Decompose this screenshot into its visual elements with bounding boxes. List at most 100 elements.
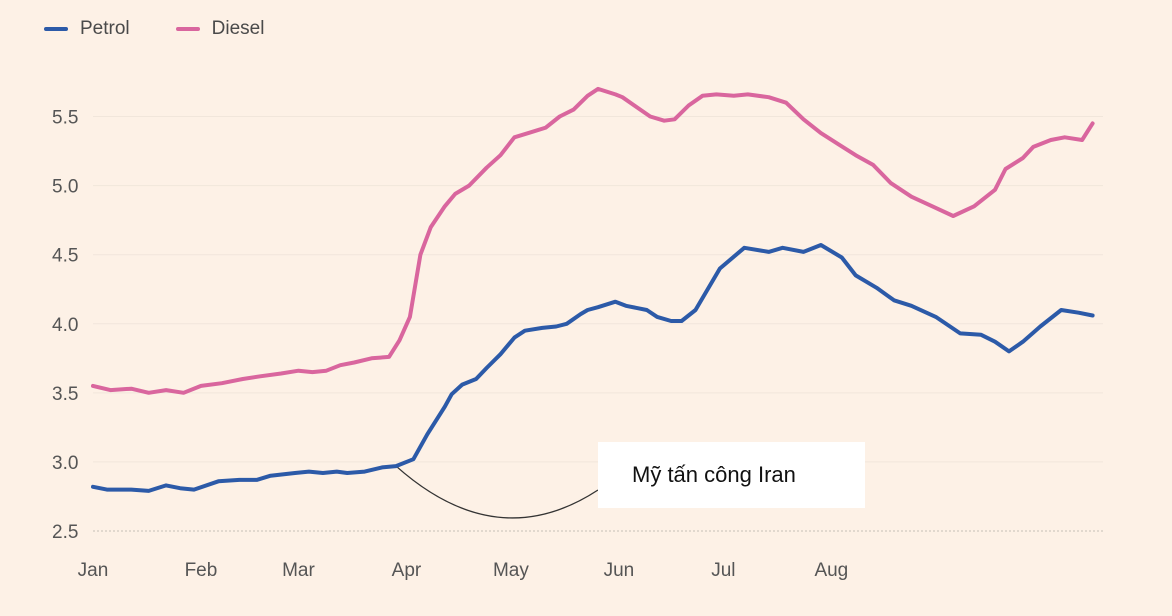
data-point-petrol <box>958 331 962 335</box>
data-point-petrol <box>485 366 489 370</box>
data-point-petrol <box>307 470 311 474</box>
annotation-box: Mỹ tấn công Iran <box>598 442 865 508</box>
data-point-diesel <box>147 391 151 395</box>
data-point-petrol <box>892 298 896 302</box>
data-point-diesel <box>512 135 517 139</box>
data-point-petrol <box>586 308 590 312</box>
data-point-petrol <box>767 250 771 254</box>
data-point-petrol <box>255 478 259 482</box>
series-line-diesel <box>91 86 1095 395</box>
data-point-diesel <box>620 95 625 99</box>
data-point-diesel <box>767 95 771 99</box>
data-point-petrol <box>993 340 997 344</box>
data-point-diesel <box>801 117 806 121</box>
data-point-diesel <box>91 384 95 388</box>
data-point-petrol <box>411 457 415 461</box>
data-point-diesel <box>700 94 705 98</box>
chart-legend: Petrol Diesel <box>44 18 264 40</box>
data-point-petrol <box>293 471 297 475</box>
data-point-diesel <box>634 105 638 109</box>
data-point-diesel <box>993 188 997 192</box>
data-point-petrol <box>909 304 914 308</box>
data-point-petrol <box>425 432 429 436</box>
data-point-petrol <box>1091 313 1095 318</box>
data-point-diesel <box>498 153 503 157</box>
y-tick-label: 3.0 <box>52 453 78 474</box>
data-point-diesel <box>485 166 489 170</box>
annotation-connector <box>395 465 599 519</box>
data-point-petrol <box>345 471 349 475</box>
data-point-diesel <box>279 371 283 376</box>
data-point-diesel <box>338 363 342 367</box>
x-tick-label: Jun <box>604 560 635 581</box>
data-point-petrol <box>91 485 95 489</box>
data-point-petrol <box>565 322 569 326</box>
data-point-petrol <box>129 488 133 492</box>
data-point-diesel <box>1021 156 1025 160</box>
data-point-petrol <box>934 315 938 319</box>
data-point-petrol <box>979 333 983 337</box>
y-tick-label: 3.5 <box>52 384 78 405</box>
data-point-diesel <box>182 391 186 395</box>
data-point-diesel <box>241 377 245 381</box>
data-point-diesel <box>1080 138 1084 142</box>
data-point-diesel <box>596 87 600 91</box>
data-point-diesel <box>1031 145 1035 149</box>
x-tick-label: Jan <box>78 560 109 581</box>
data-point-diesel <box>586 94 590 98</box>
data-point-diesel <box>572 108 576 112</box>
y-tick-label: 4.5 <box>52 246 78 267</box>
data-point-petrol <box>801 250 806 254</box>
x-tick-label: Jul <box>711 560 735 581</box>
data-point-diesel <box>746 92 750 96</box>
data-point-petrol <box>394 464 398 468</box>
data-point-petrol <box>147 489 151 493</box>
data-point-diesel <box>687 103 691 108</box>
data-point-diesel <box>526 131 530 135</box>
legend-item-diesel: Diesel <box>175 18 264 40</box>
data-point-diesel <box>951 214 955 218</box>
data-point-diesel <box>930 204 934 208</box>
y-tick-label: 5.0 <box>52 177 78 198</box>
data-point-diesel <box>732 94 736 98</box>
data-point-diesel <box>673 117 677 121</box>
data-point-petrol <box>624 304 628 308</box>
data-point-petrol <box>192 488 196 492</box>
data-point-petrol <box>460 383 464 387</box>
data-point-diesel <box>258 374 262 378</box>
legend-swatch-petrol <box>44 27 68 31</box>
x-tick-label: Mar <box>282 560 315 581</box>
data-point-diesel <box>1091 121 1095 125</box>
data-point-petrol <box>164 483 168 487</box>
data-point-petrol <box>875 286 879 290</box>
data-point-diesel <box>854 153 858 157</box>
data-point-diesel <box>662 119 666 123</box>
data-point-diesel <box>909 195 914 199</box>
data-point-diesel <box>784 101 788 105</box>
x-tick-label: Aug <box>814 560 848 581</box>
data-point-petrol <box>579 312 583 316</box>
data-point-petrol <box>554 324 558 329</box>
data-point-petrol <box>443 405 447 409</box>
data-point-diesel <box>408 315 412 319</box>
y-tick-label: 4.0 <box>52 315 78 336</box>
y-tick-label: 5.5 <box>52 108 78 129</box>
data-point-diesel <box>972 204 976 208</box>
data-point-petrol <box>742 246 746 250</box>
data-point-petrol <box>512 336 517 340</box>
data-point-diesel <box>352 360 356 365</box>
data-point-diesel <box>129 387 133 391</box>
data-point-petrol <box>321 471 325 475</box>
data-point-diesel <box>108 388 112 392</box>
data-point-diesel <box>1003 167 1008 171</box>
data-point-diesel <box>199 384 203 388</box>
data-point-diesel <box>558 114 562 119</box>
data-point-petrol <box>335 470 339 474</box>
data-point-diesel <box>397 338 402 342</box>
legend-item-petrol: Petrol <box>44 18 130 40</box>
y-tick-label: 2.5 <box>52 522 78 543</box>
data-point-petrol <box>655 315 659 319</box>
data-point-petrol <box>854 273 858 277</box>
data-point-petrol <box>1077 311 1081 315</box>
